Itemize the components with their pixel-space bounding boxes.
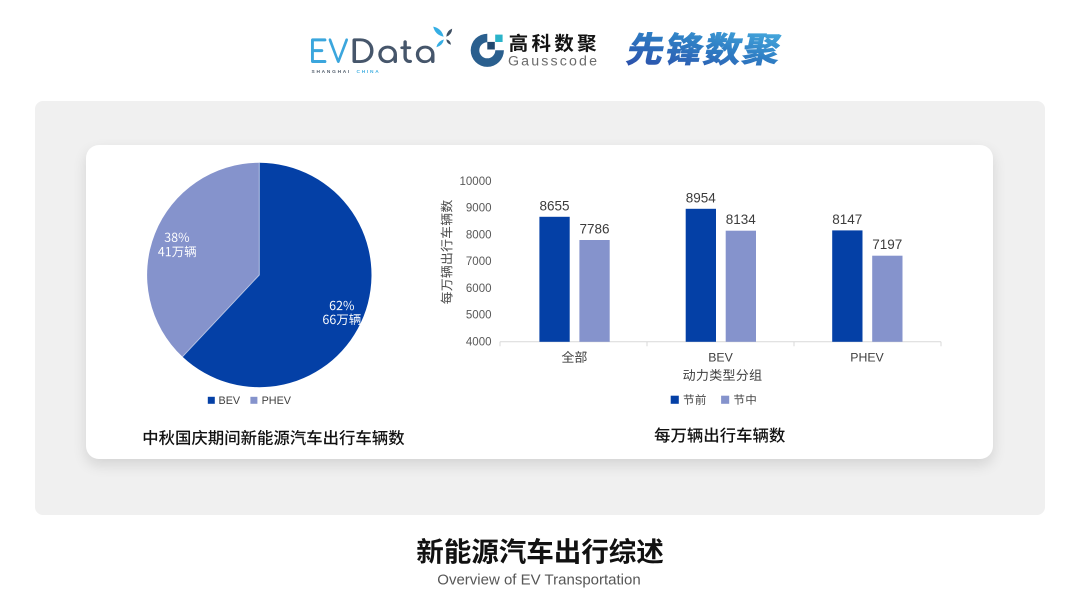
svg-text:6000: 6000 bbox=[466, 283, 492, 295]
svg-text:BEV: BEV bbox=[219, 395, 241, 407]
svg-text:Gausscode: Gausscode bbox=[508, 53, 599, 69]
svg-text:8147: 8147 bbox=[832, 212, 862, 227]
svg-text:4000: 4000 bbox=[466, 336, 492, 348]
svg-text:8000: 8000 bbox=[466, 229, 492, 241]
svg-text:10000: 10000 bbox=[460, 176, 492, 188]
svg-text:8134: 8134 bbox=[726, 212, 757, 227]
svg-text:8655: 8655 bbox=[539, 198, 569, 213]
svg-text:PHEV: PHEV bbox=[850, 350, 884, 364]
svg-text:SHANGHAI: SHANGHAI bbox=[312, 69, 352, 75]
svg-text:9000: 9000 bbox=[466, 203, 492, 215]
svg-text:7786: 7786 bbox=[579, 222, 609, 237]
svg-text:7000: 7000 bbox=[466, 256, 492, 268]
svg-text:Overview of EV Transportation: Overview of EV Transportation bbox=[437, 572, 640, 589]
svg-text:CHINA: CHINA bbox=[357, 69, 381, 75]
svg-text:8954: 8954 bbox=[686, 190, 717, 205]
svg-text:5000: 5000 bbox=[466, 310, 492, 322]
svg-text:PHEV: PHEV bbox=[262, 395, 292, 407]
svg-text:7197: 7197 bbox=[872, 237, 902, 252]
svg-text:BEV: BEV bbox=[708, 350, 733, 364]
